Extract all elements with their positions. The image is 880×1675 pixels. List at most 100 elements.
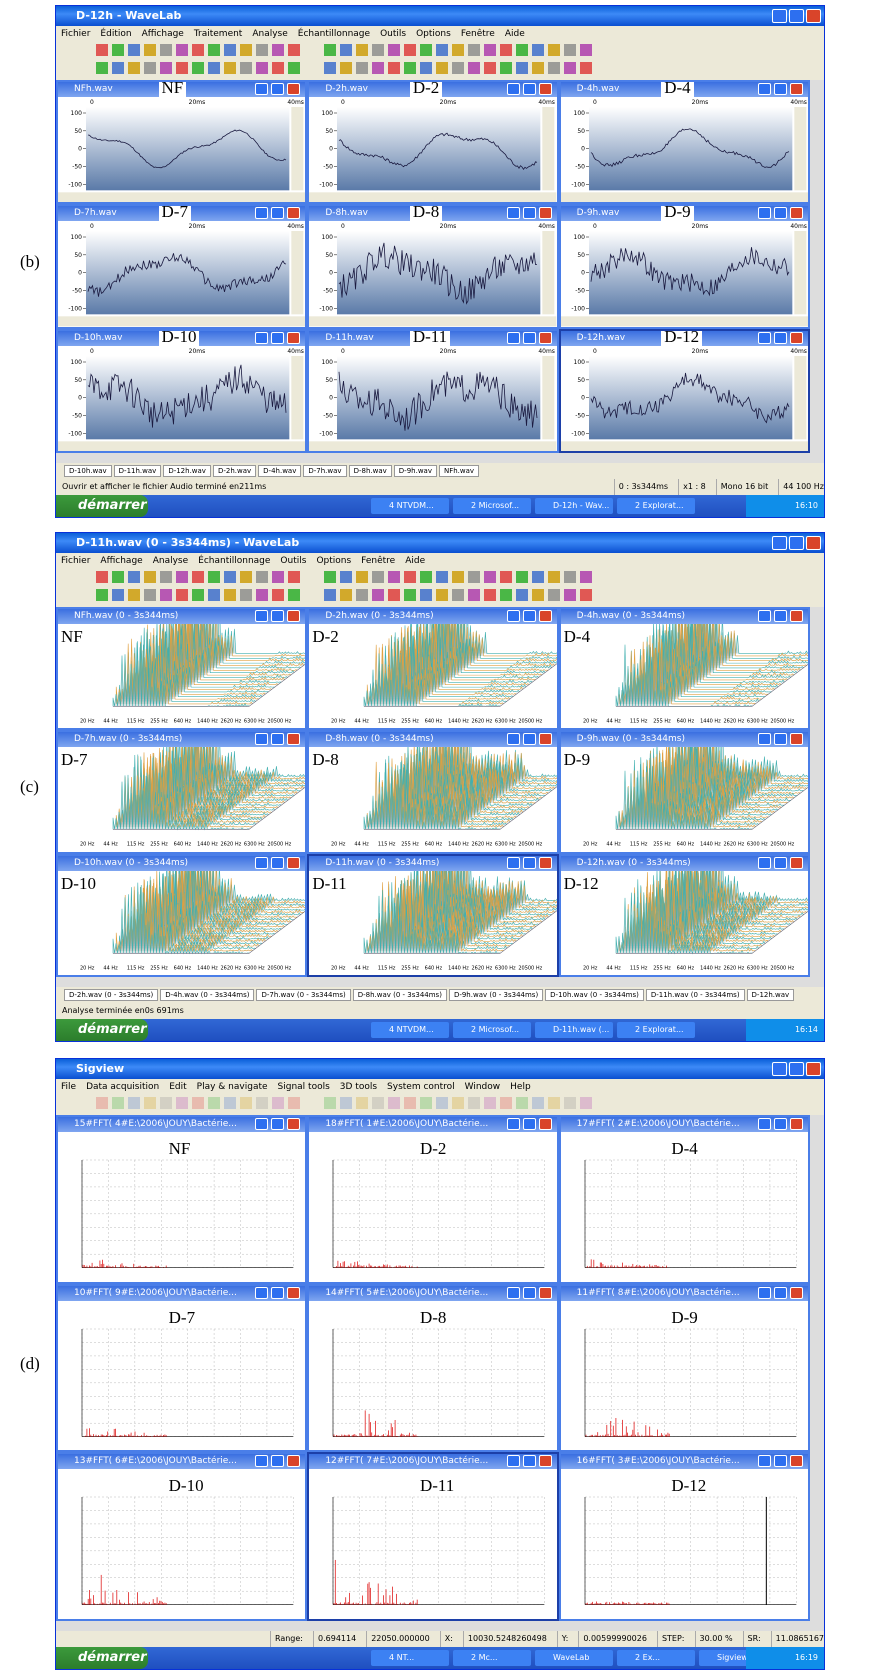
toolbar-button[interactable]: [112, 571, 124, 583]
subwindow-button[interactable]: [271, 1118, 285, 1130]
subwindow-button[interactable]: [773, 331, 787, 344]
toolbar-button[interactable]: [160, 589, 172, 601]
subwindow-button[interactable]: [773, 1286, 787, 1299]
menu-item[interactable]: Play & navigate: [196, 1082, 268, 1092]
toolbar-button[interactable]: [468, 589, 480, 601]
toolbar-button[interactable]: [256, 44, 268, 56]
menu-item[interactable]: Fenêtre: [361, 556, 396, 566]
tab[interactable]: D-9h.wav: [393, 465, 437, 477]
toolbar-button[interactable]: [564, 44, 576, 56]
toolbar-button[interactable]: [144, 62, 156, 74]
toolbar-button[interactable]: [256, 589, 268, 601]
toolbar-button[interactable]: [532, 1097, 544, 1109]
horizontal-scrollbar[interactable]: [56, 1621, 824, 1631]
menu-item[interactable]: Analyse: [152, 556, 189, 566]
menu-item[interactable]: Window: [464, 1082, 501, 1092]
toolbar-button[interactable]: [256, 1097, 268, 1109]
subwindow-button[interactable]: [271, 1455, 285, 1468]
toolbar-button[interactable]: [208, 62, 220, 74]
menu-item[interactable]: Edit: [169, 1082, 187, 1092]
subwindow-button[interactable]: [271, 83, 285, 95]
toolbar-button[interactable]: [356, 62, 368, 74]
taskbar-item[interactable]: 2 Microsof...: [453, 1022, 531, 1038]
toolbar-button[interactable]: [272, 571, 284, 583]
toolbar-button[interactable]: [192, 62, 204, 74]
toolbar-button[interactable]: [516, 1097, 528, 1109]
subwindow-button[interactable]: [255, 207, 269, 220]
toolbar-button[interactable]: [372, 571, 384, 583]
toolbar-button[interactable]: [324, 44, 336, 56]
toolbar-button[interactable]: [564, 571, 576, 583]
subwindow-button[interactable]: [255, 83, 269, 95]
subwindow-button[interactable]: [522, 83, 536, 95]
subwindow-button[interactable]: [271, 610, 285, 622]
subwindow-button[interactable]: [287, 856, 301, 869]
subwindow-button[interactable]: [506, 1118, 520, 1130]
menu-item[interactable]: Aide: [504, 29, 525, 39]
subwindow-button[interactable]: [789, 856, 803, 869]
toolbar-button[interactable]: [144, 589, 156, 601]
toolbar-button[interactable]: [96, 44, 108, 56]
menu-item[interactable]: Fenêtre: [460, 29, 495, 39]
toolbar-button[interactable]: [176, 44, 188, 56]
toolbar-button[interactable]: [388, 589, 400, 601]
toolbar-button[interactable]: [404, 571, 416, 583]
toolbar-button[interactable]: [160, 571, 172, 583]
subwindow-button[interactable]: [271, 733, 285, 746]
subwindow-button[interactable]: [271, 1286, 285, 1299]
menu-item[interactable]: Échantillonnage: [198, 556, 271, 566]
toolbar-button[interactable]: [340, 62, 352, 74]
toolbar-button[interactable]: [468, 62, 480, 74]
toolbar-button[interactable]: [388, 44, 400, 56]
toolbar-button[interactable]: [112, 44, 124, 56]
toolbar-button[interactable]: [224, 1097, 236, 1109]
start-button[interactable]: démarrer: [56, 1019, 148, 1041]
toolbar-button[interactable]: [96, 589, 108, 601]
subwindow-button[interactable]: [506, 331, 520, 344]
toolbar-button[interactable]: [128, 44, 140, 56]
toolbar-button[interactable]: [564, 1097, 576, 1109]
subwindow-button[interactable]: [757, 331, 771, 344]
tab[interactable]: NFh.wav: [438, 465, 480, 477]
subwindow-button[interactable]: [789, 207, 803, 220]
toolbar-button[interactable]: [548, 571, 560, 583]
tab[interactable]: D-7h.wav (0 - 3s344ms): [256, 989, 351, 1001]
toolbar-button[interactable]: [224, 44, 236, 56]
subwindow-button[interactable]: [757, 83, 771, 95]
subwindow-button[interactable]: [271, 207, 285, 220]
horizontal-scrollbar[interactable]: [56, 453, 824, 463]
toolbar-button[interactable]: [404, 62, 416, 74]
toolbar-button[interactable]: [484, 1097, 496, 1109]
taskbar-item[interactable]: WaveLab: [535, 1650, 613, 1666]
subwindow-button[interactable]: [522, 856, 536, 869]
subwindow-button[interactable]: [287, 331, 301, 344]
subwindow-button[interactable]: [757, 1118, 771, 1130]
taskbar-item[interactable]: D-12h - Wav...: [535, 498, 613, 514]
subwindow-button[interactable]: [255, 733, 269, 746]
subwindow-button[interactable]: [773, 733, 787, 746]
toolbar-button[interactable]: [532, 62, 544, 74]
horizontal-scrollbar[interactable]: [56, 977, 824, 987]
toolbar-button[interactable]: [208, 571, 220, 583]
subwindow-button[interactable]: [773, 83, 787, 95]
toolbar-button[interactable]: [356, 44, 368, 56]
toolbar-button[interactable]: [128, 571, 140, 583]
subwindow-button[interactable]: [789, 331, 803, 344]
toolbar-button[interactable]: [484, 589, 496, 601]
toolbar-button[interactable]: [468, 571, 480, 583]
toolbar-button[interactable]: [288, 589, 300, 601]
toolbar-button[interactable]: [288, 62, 300, 74]
toolbar-button[interactable]: [340, 44, 352, 56]
toolbar-button[interactable]: [532, 44, 544, 56]
toolbar-button[interactable]: [436, 1097, 448, 1109]
window-button[interactable]: [806, 536, 821, 550]
toolbar-button[interactable]: [112, 62, 124, 74]
subwindow-button[interactable]: [522, 610, 536, 622]
toolbar-button[interactable]: [372, 1097, 384, 1109]
toolbar-button[interactable]: [240, 62, 252, 74]
menu-item[interactable]: Affichage: [100, 556, 143, 566]
tab[interactable]: D-8h.wav: [348, 465, 392, 477]
toolbar-button[interactable]: [176, 62, 188, 74]
toolbar-button[interactable]: [468, 44, 480, 56]
window-button[interactable]: [772, 1062, 787, 1076]
